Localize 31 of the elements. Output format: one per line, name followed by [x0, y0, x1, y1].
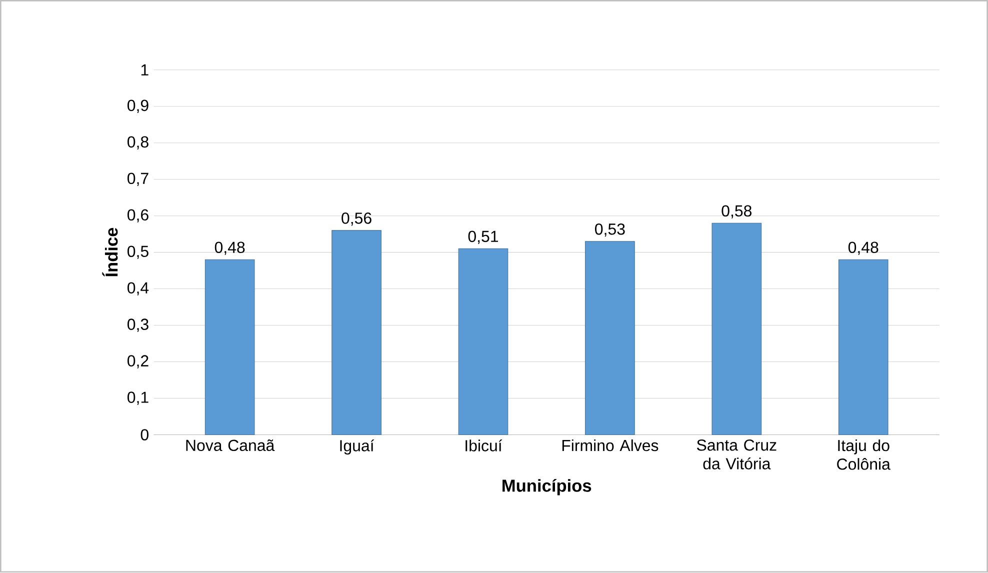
- y-tick-label: 0,5: [128, 246, 148, 260]
- y-axis-title: Índice: [102, 228, 118, 277]
- x-tick-label: Santa Cruz da Vitória: [696, 440, 776, 470]
- data-label: 0,48: [848, 242, 878, 256]
- data-label: 0,53: [595, 224, 625, 237]
- x-tick-label: Ibicuí: [466, 440, 502, 452]
- y-tick-label: 1: [141, 64, 148, 76]
- y-tick-label: 0,9: [128, 100, 148, 114]
- x-tick-label: Firmino Alves: [562, 440, 658, 452]
- data-label: 0,56: [342, 212, 372, 226]
- y-tick-label: 0,2: [128, 355, 148, 369]
- bar: [712, 223, 762, 436]
- y-tick-label: 0: [140, 429, 148, 441]
- bar: [204, 260, 255, 436]
- bar: [458, 248, 508, 436]
- data-label: 0,58: [722, 205, 752, 219]
- data-label: 0,51: [468, 230, 498, 244]
- bar: [332, 230, 382, 436]
- y-tick-label: 0,7: [128, 172, 148, 186]
- x-axis-title: Municípios: [502, 479, 592, 496]
- bar: [585, 241, 635, 436]
- y-tick-label: 0,8: [128, 136, 148, 150]
- x-tick-label: Itaju do Colônia: [837, 440, 890, 470]
- bar: [838, 260, 888, 436]
- x-tick-label: Iguaí: [340, 440, 374, 455]
- x-tick-label: Nova Canaã: [186, 440, 275, 452]
- y-tick-label: 0,1: [128, 392, 148, 406]
- y-tick-label: 0,6: [128, 209, 148, 223]
- y-tick-label: 0,4: [128, 282, 149, 296]
- data-label: 0,48: [214, 242, 245, 256]
- y-tick-label: 0,3: [128, 318, 148, 332]
